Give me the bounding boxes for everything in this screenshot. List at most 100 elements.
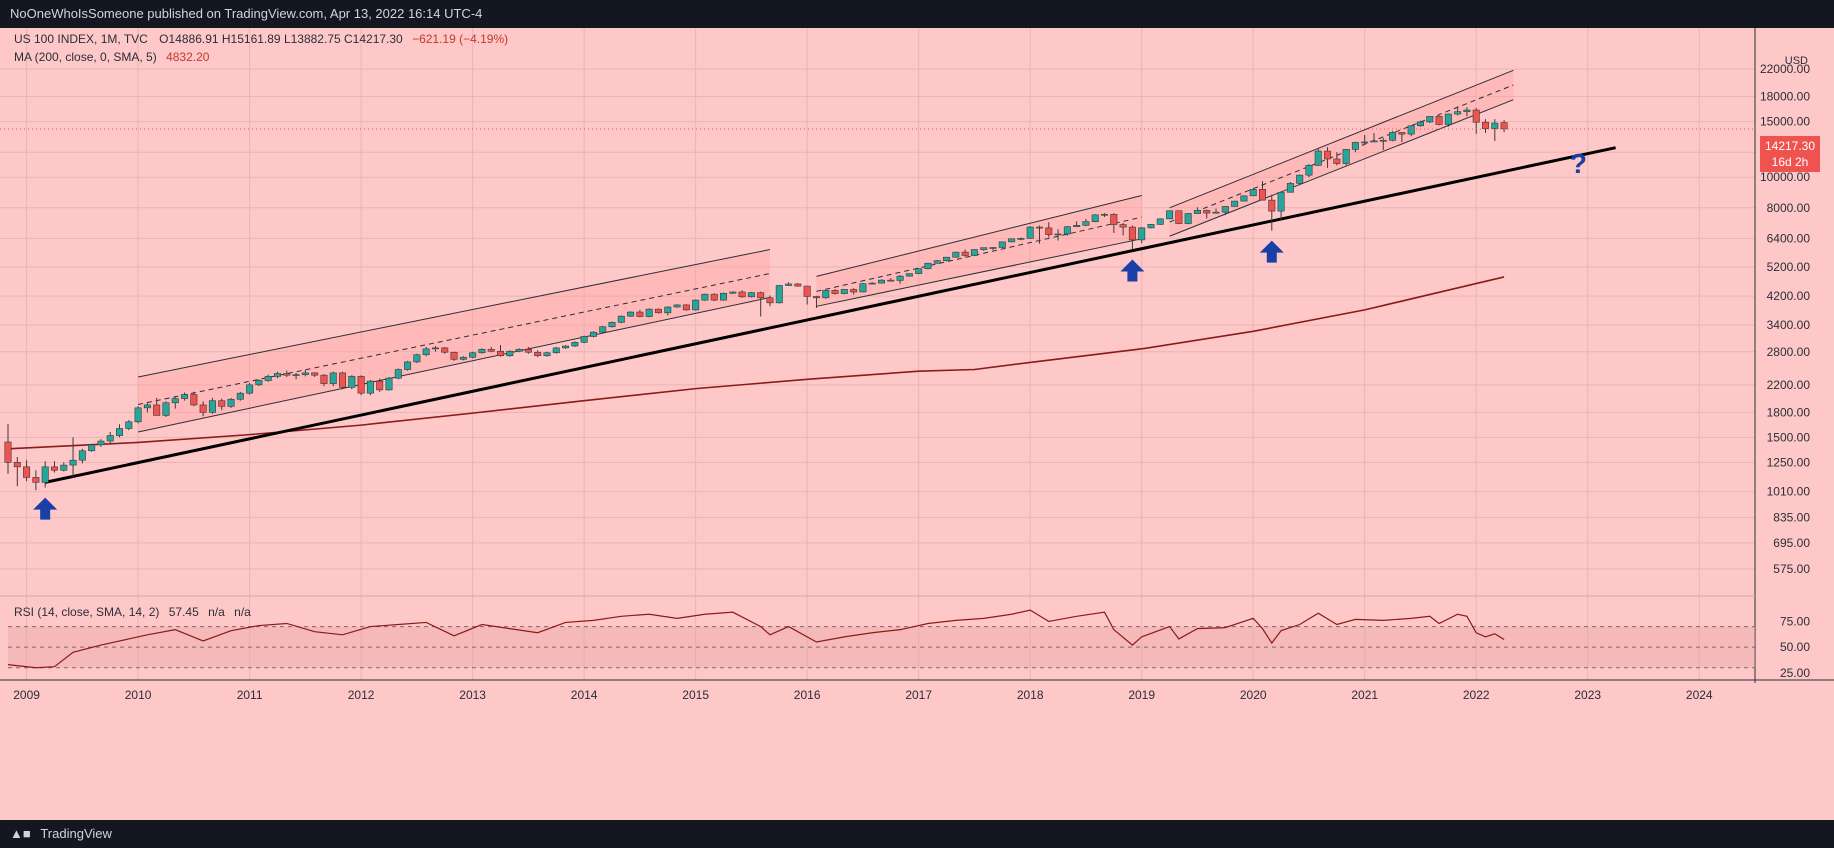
candle-body (850, 289, 858, 293)
candle (236, 391, 244, 401)
footer-brand[interactable]: TradingView (40, 826, 112, 841)
candle (562, 345, 570, 349)
candle-body (543, 352, 551, 357)
candle (1463, 107, 1471, 117)
candle (320, 374, 328, 387)
ma-legend-label[interactable]: MA (200, close, 0, SMA, 5) (14, 50, 157, 64)
candle (329, 371, 337, 387)
candle-body (720, 292, 728, 301)
candle-body (1454, 111, 1462, 115)
ma-legend-value: 4832.20 (166, 50, 210, 64)
candle (1193, 207, 1201, 214)
candle (469, 351, 477, 359)
candle-body (1147, 224, 1155, 229)
candle-body (1119, 224, 1127, 228)
y-axis-tick-label: 2800.00 (1767, 345, 1811, 359)
candle-body (69, 459, 77, 466)
candle (97, 439, 105, 447)
candle (1286, 181, 1294, 193)
candle-body (366, 380, 374, 394)
candle (1166, 210, 1174, 220)
x-axis-tick-label: 2015 (682, 688, 709, 702)
candle-body (292, 374, 300, 376)
chart-area[interactable]: 2009 2010 2011 2012 2013 2014 2015 2016 2017 2018… (0, 28, 1834, 820)
candle-body (729, 291, 737, 294)
candle (859, 283, 867, 293)
candle-body (970, 249, 978, 256)
candle (376, 378, 384, 392)
candle-body (552, 347, 560, 354)
candle-body (710, 293, 718, 301)
candle (497, 345, 505, 357)
y-axis-tick-label: 575.00 (1773, 562, 1810, 576)
candle-body (50, 466, 58, 471)
candle-body (283, 373, 291, 376)
candle (1305, 164, 1313, 178)
candle-body (1324, 150, 1332, 160)
candle-body (840, 289, 848, 294)
candle (199, 401, 207, 417)
x-axis-tick-label: 2017 (905, 688, 932, 702)
rsi-legend-label[interactable]: RSI (14, close, SMA, 14, 2) (14, 605, 160, 619)
candle (636, 309, 644, 318)
candle (924, 262, 932, 270)
candle (301, 370, 309, 377)
x-axis-tick-label: 2023 (1574, 688, 1601, 702)
candle-body (1045, 227, 1053, 235)
chart-canvas[interactable]: 2009 2010 2011 2012 2013 2014 2015 2016 2017 2018… (0, 28, 1834, 820)
x-axis-tick-label: 2024 (1686, 688, 1713, 702)
candle-body (1054, 233, 1062, 236)
candle (506, 350, 514, 357)
candle-body (636, 311, 644, 317)
candle (831, 289, 839, 295)
candle-body (32, 477, 40, 483)
candle (162, 401, 170, 417)
legend-symbol[interactable]: US 100 INDEX, 1M, TVC (14, 32, 148, 46)
candle (682, 304, 690, 311)
candle-body (589, 331, 597, 337)
candle-body (506, 350, 514, 357)
candle-body (357, 376, 365, 394)
candle (366, 379, 374, 396)
candle-body (385, 377, 393, 391)
candle-body (1101, 213, 1109, 216)
x-axis-tick-label: 2014 (571, 688, 598, 702)
candle-body (1193, 210, 1201, 214)
candle (961, 249, 969, 257)
candle (1082, 218, 1090, 227)
candle (1416, 120, 1424, 127)
candle-body (1491, 122, 1499, 130)
candle-body (376, 380, 384, 391)
candle (998, 241, 1006, 248)
candle-body (1361, 141, 1369, 144)
candle-body (877, 279, 885, 284)
candle-body (1379, 139, 1387, 142)
candle (32, 470, 40, 491)
candle (1045, 222, 1053, 238)
candle (812, 295, 820, 309)
candle (422, 346, 430, 357)
x-axis-tick-label: 2020 (1240, 688, 1267, 702)
candle-body (106, 435, 114, 442)
channel-fill (138, 249, 770, 432)
candle (589, 331, 597, 338)
candle (255, 379, 263, 387)
tradingview-logo-icon[interactable]: ▲■ (10, 826, 31, 841)
candle-body (1296, 174, 1304, 184)
candle-body (747, 292, 755, 298)
candle (1073, 221, 1081, 228)
candle-body (1342, 149, 1350, 164)
candle (1361, 135, 1369, 145)
candle-body (1398, 132, 1406, 135)
candle (1184, 213, 1192, 225)
y-axis-tick-label: 1800.00 (1767, 405, 1811, 419)
candle-body (404, 361, 412, 370)
candle-body (515, 349, 523, 352)
up-arrow-icon (1120, 259, 1145, 282)
candle-body (311, 372, 319, 376)
candle-body (348, 376, 356, 388)
candle-body (4, 441, 12, 463)
candle-body (199, 404, 207, 413)
candle (459, 356, 467, 361)
rsi-legend-na-1: n/a (208, 605, 225, 619)
